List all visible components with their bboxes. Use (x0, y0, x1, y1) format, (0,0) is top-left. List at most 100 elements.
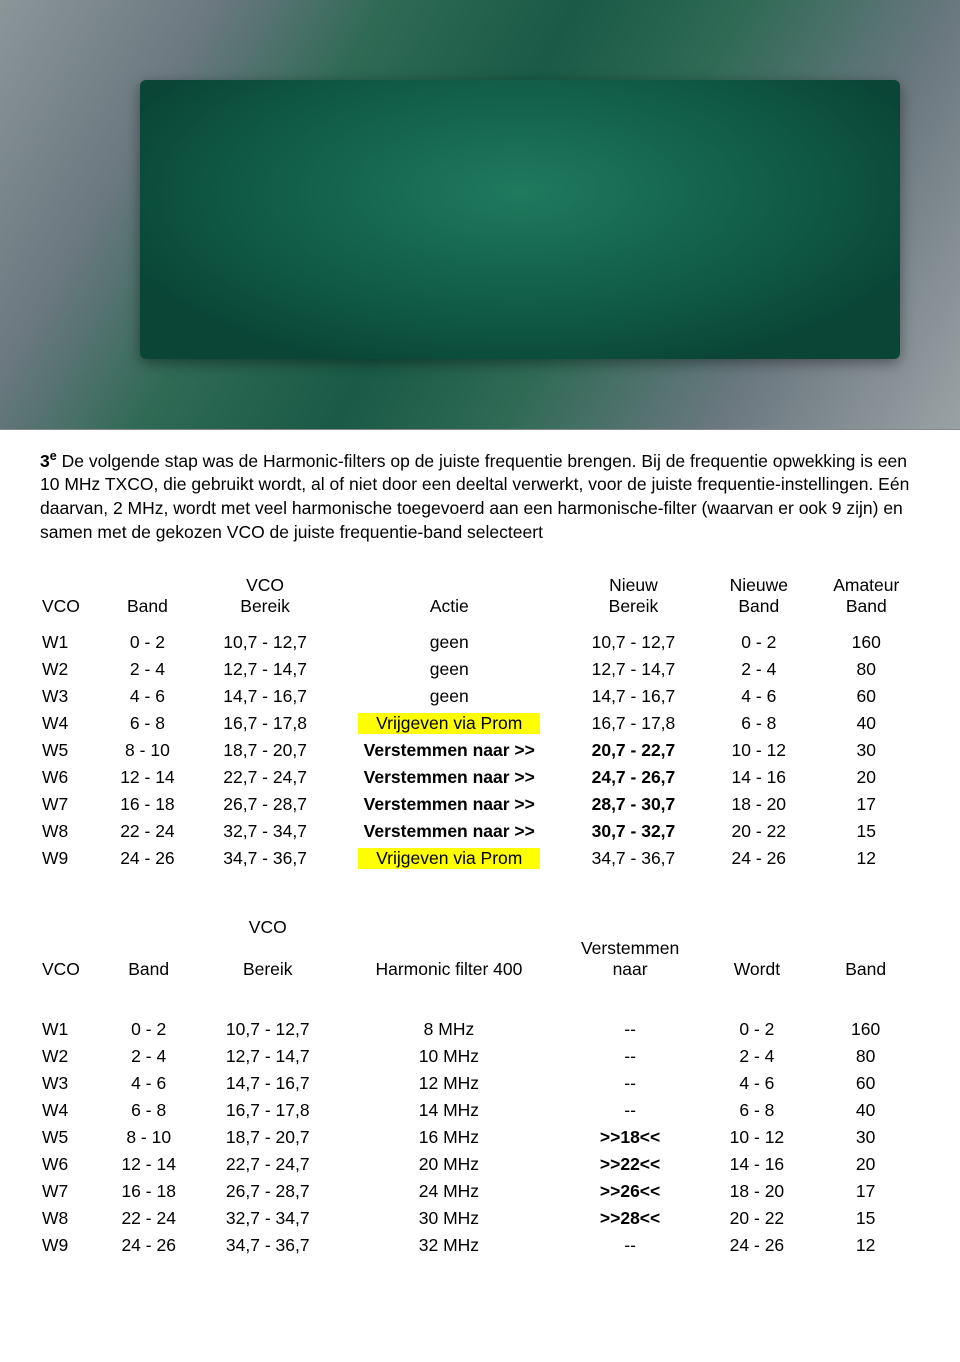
table-cell: 160 (811, 1016, 920, 1043)
table-cell: geen (337, 656, 562, 683)
table-row: W10 - 210,7 - 12,7geen10,7 - 12,70 - 216… (40, 629, 920, 656)
table-cell: >>18<< (558, 1124, 703, 1151)
table-cell: 16 MHz (340, 1124, 557, 1151)
table-cell: W3 (40, 683, 101, 710)
table-cell: 60 (811, 1070, 920, 1097)
hdr-vco: VCO (40, 572, 101, 629)
table-cell: 10,7 - 12,7 (195, 1016, 340, 1043)
table-cell: 17 (813, 791, 920, 818)
hdr-band: Band (101, 572, 193, 629)
table-cell: 24 - 26 (703, 1232, 812, 1259)
table-cell: W8 (40, 818, 101, 845)
table-cell: W9 (40, 845, 101, 872)
intro-paragraph: 3e De volgende stap was de Harmonic-filt… (40, 448, 920, 544)
table-cell: 34,7 - 36,7 (193, 845, 336, 872)
para-text: De volgende stap was de Harmonic-filters… (40, 451, 909, 542)
table-row: W924 - 2634,7 - 36,7Vrijgeven via Prom34… (40, 845, 920, 872)
table-cell: 18 - 20 (705, 791, 812, 818)
table-cell: 60 (813, 683, 920, 710)
table-cell: 30,7 - 32,7 (562, 818, 705, 845)
table-cell: 20 - 22 (705, 818, 812, 845)
table-cell: -- (558, 1016, 703, 1043)
table-cell: 8 MHz (340, 1016, 557, 1043)
table-cell: 10 MHz (340, 1043, 557, 1070)
table-row: W46 - 816,7 - 17,814 MHz--6 - 840 (40, 1097, 920, 1124)
table-cell: 24 - 26 (102, 1232, 195, 1259)
table-cell: 6 - 8 (703, 1097, 812, 1124)
table-cell: W8 (40, 1205, 102, 1232)
table-cell: W7 (40, 1178, 102, 1205)
table-cell: W4 (40, 710, 101, 737)
table-cell: 26,7 - 28,7 (195, 1178, 340, 1205)
table-cell: 32,7 - 34,7 (195, 1205, 340, 1232)
table-cell: 22 - 24 (101, 818, 193, 845)
table-cell: 10 - 12 (703, 1124, 812, 1151)
vco-settings-table-2: VCO Band VCO Bereik Harmonic filter 400 … (40, 914, 920, 1259)
table-cell: 0 - 2 (703, 1016, 812, 1043)
pcb-photo (0, 0, 960, 430)
table-cell: W1 (40, 629, 101, 656)
table-row: W46 - 816,7 - 17,8Vrijgeven via Prom16,7… (40, 710, 920, 737)
table-cell: 6 - 8 (102, 1097, 195, 1124)
table-cell: -- (558, 1097, 703, 1124)
table-cell: 10 - 12 (705, 737, 812, 764)
table-cell: 16,7 - 17,8 (193, 710, 336, 737)
table-cell: W2 (40, 656, 101, 683)
table-cell: 32 MHz (340, 1232, 557, 1259)
table-cell: 0 - 2 (101, 629, 193, 656)
table-cell: 18,7 - 20,7 (193, 737, 336, 764)
table-cell: -- (558, 1043, 703, 1070)
table-cell: 4 - 6 (705, 683, 812, 710)
table-cell: 40 (813, 710, 920, 737)
vco-settings-table-1: VCO Band VCOBereik Actie NieuwBereik Nie… (40, 572, 920, 872)
table-row: W34 - 614,7 - 16,712 MHz--4 - 660 (40, 1070, 920, 1097)
document-body: 3e De volgende stap was de Harmonic-filt… (0, 430, 960, 1341)
table-cell: W3 (40, 1070, 102, 1097)
hdr2-vco-range: VCO Bereik (195, 914, 340, 992)
table-cell: 8 - 10 (102, 1124, 195, 1151)
table-cell: 14,7 - 16,7 (195, 1070, 340, 1097)
table-cell: 17 (811, 1178, 920, 1205)
table-cell: 2 - 4 (101, 656, 193, 683)
table-cell: 30 (811, 1124, 920, 1151)
table-cell: 20 (813, 764, 920, 791)
table-cell: 12,7 - 14,7 (195, 1043, 340, 1070)
table-cell: 12,7 - 14,7 (193, 656, 336, 683)
table-cell: 10,7 - 12,7 (193, 629, 336, 656)
table-cell: 28,7 - 30,7 (562, 791, 705, 818)
table-row: W822 - 2432,7 - 34,7Verstemmen naar >>30… (40, 818, 920, 845)
table-cell: Verstemmen naar >> (337, 818, 562, 845)
table-cell: 12 MHz (340, 1070, 557, 1097)
hdr-actie: Actie (337, 572, 562, 629)
table-cell: 2 - 4 (705, 656, 812, 683)
table-cell: >>28<< (558, 1205, 703, 1232)
table-row: W716 - 1826,7 - 28,724 MHz>>26<<18 - 201… (40, 1178, 920, 1205)
table-row: W822 - 2432,7 - 34,730 MHz>>28<<20 - 221… (40, 1205, 920, 1232)
table-cell: 15 (811, 1205, 920, 1232)
table-cell: 12 - 14 (102, 1151, 195, 1178)
hdr2-band: Band (102, 914, 195, 992)
table-cell: 18 - 20 (703, 1178, 812, 1205)
table-cell: 26,7 - 28,7 (193, 791, 336, 818)
table-cell: 4 - 6 (102, 1070, 195, 1097)
table-row: W22 - 412,7 - 14,7geen12,7 - 14,72 - 480 (40, 656, 920, 683)
hdr2-harmonic-filter: Harmonic filter 400 (340, 914, 557, 992)
table-cell: geen (337, 629, 562, 656)
table-cell: -- (558, 1070, 703, 1097)
table-cell: Verstemmen naar >> (337, 737, 562, 764)
table-cell: 160 (813, 629, 920, 656)
hdr-nieuw-bereik: NieuwBereik (562, 572, 705, 629)
hdr-nieuwe-band: NieuweBand (705, 572, 812, 629)
table-cell: 34,7 - 36,7 (562, 845, 705, 872)
table-cell: 80 (813, 656, 920, 683)
table-row: W22 - 412,7 - 14,710 MHz--2 - 480 (40, 1043, 920, 1070)
table-cell: 24 - 26 (101, 845, 193, 872)
table-cell: Vrijgeven via Prom (337, 710, 562, 737)
table-cell: 22,7 - 24,7 (193, 764, 336, 791)
table-cell: 14 - 16 (705, 764, 812, 791)
table-row: W716 - 1826,7 - 28,7Verstemmen naar >>28… (40, 791, 920, 818)
table-row: W34 - 614,7 - 16,7geen14,7 - 16,74 - 660 (40, 683, 920, 710)
table-cell: 22 - 24 (102, 1205, 195, 1232)
table-row: W58 - 1018,7 - 20,7Verstemmen naar >>20,… (40, 737, 920, 764)
table-cell: 12,7 - 14,7 (562, 656, 705, 683)
